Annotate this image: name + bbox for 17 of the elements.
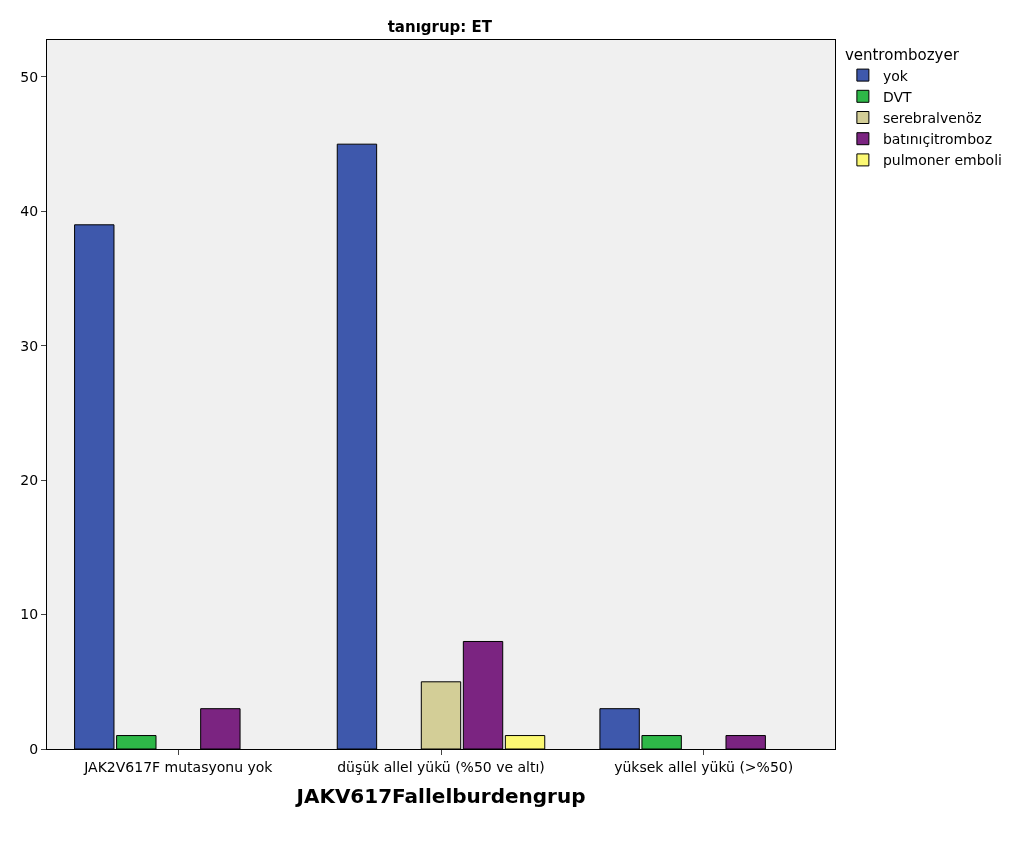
legend-label: pulmoner emboli — [882, 152, 1002, 169]
x-tick-label: yüksek allel yükü (>%50) — [614, 758, 794, 775]
y-tick-label: 50 — [20, 68, 39, 85]
x-tick-label: JAK2V617F mutasyonu yok — [83, 758, 274, 775]
legend-label: yok — [882, 67, 909, 84]
y-tick-label: 10 — [20, 606, 39, 623]
legend-label: serebralvenöz — [882, 109, 982, 126]
legend-label: DVT — [882, 88, 912, 105]
y-tick-label: 0 — [29, 740, 39, 757]
legend-label: batınıçitromboz — [882, 131, 993, 148]
legend-title: ventrombozyer — [844, 45, 960, 64]
chart-title: tanıgrup: ET — [387, 18, 493, 37]
y-tick-label: 20 — [20, 472, 39, 489]
x-axis-title: JAKV617Fallelburdengrup — [294, 784, 586, 809]
y-tick-label: 30 — [20, 337, 39, 354]
y-tick-label: 40 — [20, 203, 39, 220]
x-tick-label: düşük allel yükü (%50 ve altı) — [337, 758, 545, 775]
